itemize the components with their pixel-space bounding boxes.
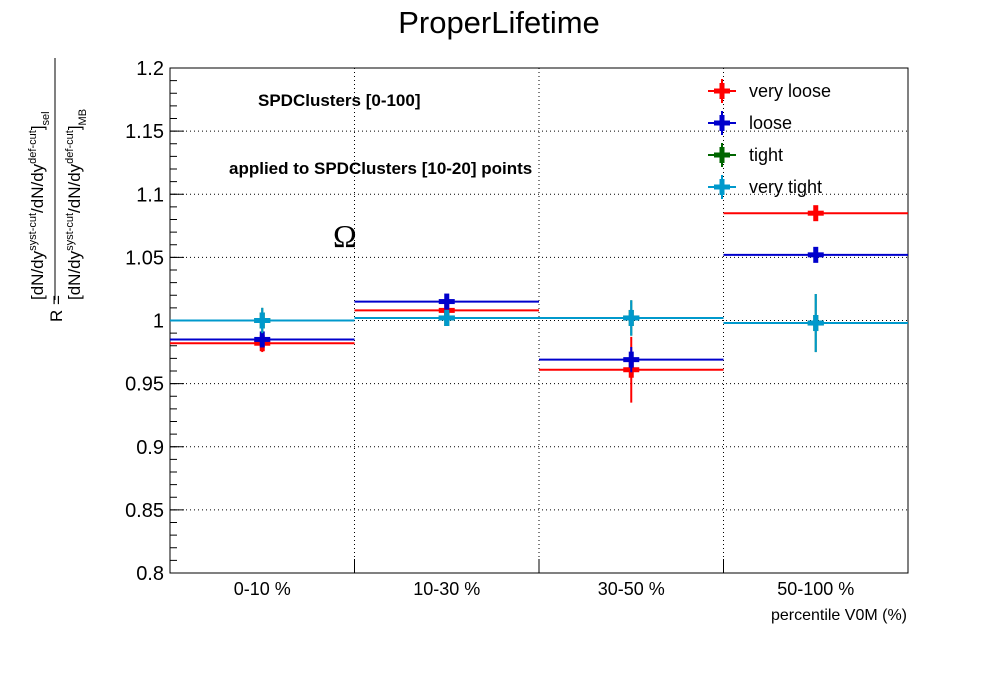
series-very-tight	[170, 293, 908, 353]
chart-title: ProperLifetime	[398, 5, 600, 40]
y-tick-label: 1.2	[136, 58, 164, 80]
legend-label: very tight	[749, 177, 822, 197]
x-tick-label: 50-100 %	[777, 579, 854, 599]
series-loose	[170, 246, 908, 373]
annotation-applied: applied to SPDClusters [10-20] points	[229, 159, 532, 178]
data-marker-v	[813, 205, 819, 222]
y-axis-label: R = [dN/dysyst-cut/dN/dydef-cut]sel [dN/…	[27, 58, 89, 322]
legend-marker-v	[719, 83, 725, 99]
annotation-spdclusters: SPDClusters [0-100]	[258, 91, 421, 110]
data-marker-v	[444, 309, 450, 326]
data-marker-v	[259, 331, 265, 348]
data-marker-v	[628, 309, 634, 326]
x-axis-label: percentile V0M (%)	[771, 607, 907, 624]
x-tick-label: 10-30 %	[413, 579, 480, 599]
data-marker-v	[259, 312, 265, 329]
y-tick-label: 0.95	[125, 374, 164, 396]
y-axis: 0.8 0.85 0.9 0.95 1 1.05 1.1 1.15 1.2	[125, 58, 184, 585]
legend-item-very-loose: very loose	[708, 79, 831, 103]
annotation-omega: Ω	[333, 218, 357, 254]
y-tick-label: 1.1	[136, 184, 164, 206]
data-marker-v	[813, 246, 819, 263]
legend-item-tight: tight	[708, 143, 783, 167]
data-marker-v	[813, 315, 819, 332]
legend-item-loose: loose	[708, 111, 792, 135]
y-label-numerator: [dN/dysyst-cut/dN/dydef-cut]sel	[27, 111, 52, 300]
x-tick-label: 30-50 %	[598, 579, 665, 599]
y-label-prefix: R =	[47, 295, 66, 322]
y-tick-label: 0.8	[136, 563, 164, 585]
y-label-denominator: [dN/dysyst-cut/dN/dydef-cut]MB	[64, 109, 89, 300]
legend-marker-v	[719, 115, 725, 131]
y-tick-label: 0.9	[136, 437, 164, 459]
legend-marker-v	[719, 147, 725, 163]
series-layer	[170, 205, 908, 403]
grid	[170, 68, 908, 573]
y-tick-label: 0.85	[125, 500, 164, 522]
data-marker-v	[444, 293, 450, 310]
x-tick-label: 0-10 %	[234, 579, 291, 599]
y-tick-label: 1.15	[125, 121, 164, 143]
legend-label: very loose	[749, 81, 831, 101]
legend-marker-v	[719, 179, 725, 195]
legend-label: tight	[749, 145, 783, 165]
legend-label: loose	[749, 113, 792, 133]
y-tick-label: 1.05	[125, 247, 164, 269]
legend-item-very-tight: very tight	[708, 175, 822, 199]
legend: very loose loose tight very tight	[708, 79, 831, 199]
x-axis: 0-10 % 10-30 % 30-50 % 50-100 %	[234, 559, 854, 599]
y-tick-label: 1	[153, 311, 164, 333]
data-marker-v	[628, 351, 634, 368]
